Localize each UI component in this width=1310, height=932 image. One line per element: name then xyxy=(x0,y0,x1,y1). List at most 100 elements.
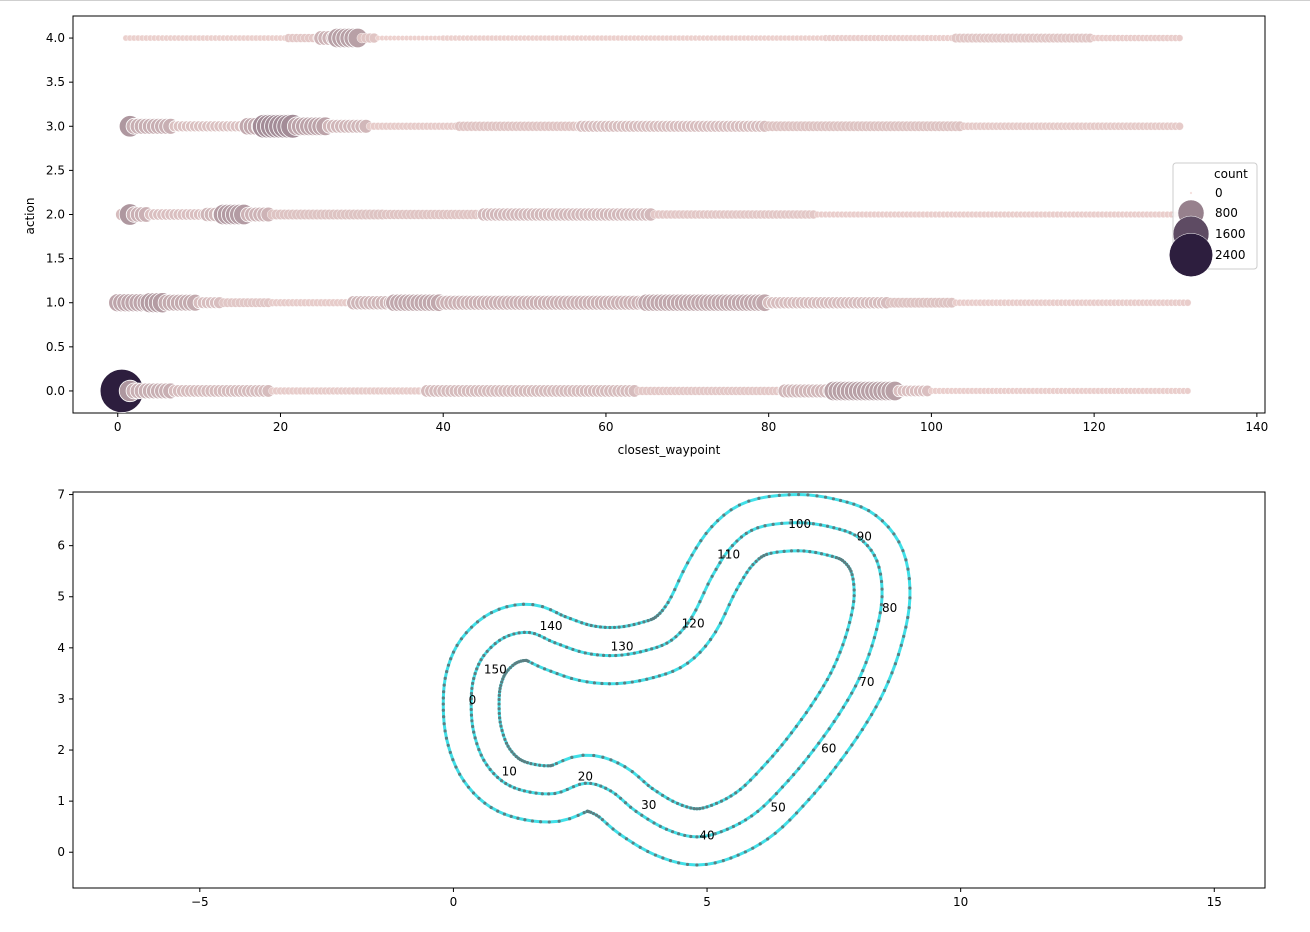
waypoint xyxy=(442,715,446,719)
waypoint xyxy=(441,708,445,712)
waypoint xyxy=(704,862,708,867)
waypoint xyxy=(748,778,753,782)
legend-title: count xyxy=(1214,167,1248,181)
waypoint xyxy=(657,674,661,678)
waypoint xyxy=(834,765,838,769)
waypoint xyxy=(906,615,910,620)
waypoint xyxy=(802,549,806,553)
waypoint xyxy=(848,531,852,535)
waypoint xyxy=(819,523,823,527)
waypoint xyxy=(469,697,473,701)
waypoint xyxy=(780,785,785,789)
waypoint-label: 100 xyxy=(788,517,811,531)
waypoint xyxy=(512,632,516,636)
waypoint xyxy=(825,677,829,682)
waypoint xyxy=(765,760,770,764)
waypoint xyxy=(850,691,854,695)
waypoint xyxy=(498,686,502,691)
waypoint xyxy=(670,830,675,834)
waypoint xyxy=(498,690,502,694)
waypoint xyxy=(750,814,754,818)
waypoint xyxy=(754,559,758,563)
waypoint xyxy=(498,720,502,724)
waypoint xyxy=(702,591,706,595)
waypoint xyxy=(563,615,567,619)
waypoint xyxy=(763,524,767,528)
waypoint xyxy=(853,533,857,537)
waypoint xyxy=(523,760,527,764)
waypoint xyxy=(713,630,718,634)
waypoint xyxy=(589,781,593,786)
x-tick-label: 40 xyxy=(436,420,451,434)
waypoint xyxy=(598,625,603,629)
waypoint xyxy=(686,621,690,625)
waypoint xyxy=(781,825,785,829)
waypoint xyxy=(738,787,742,792)
waypoint xyxy=(469,707,473,712)
waypoint xyxy=(825,553,829,557)
waypoint xyxy=(771,522,775,526)
waypoint xyxy=(773,831,777,835)
waypoint xyxy=(547,638,552,643)
waypoint xyxy=(737,821,742,826)
x-tick-label: 140 xyxy=(1245,420,1268,434)
waypoint xyxy=(658,611,662,615)
x-axis-label: closest_waypoint xyxy=(618,443,721,457)
waypoint xyxy=(553,791,557,796)
waypoint-label: 150 xyxy=(484,662,507,676)
waypoint xyxy=(870,644,874,648)
waypoint xyxy=(616,761,620,765)
waypoint xyxy=(897,540,901,544)
waypoint xyxy=(795,811,799,815)
waypoint xyxy=(756,526,760,530)
y-tick-label: 1.0 xyxy=(46,296,65,310)
waypoint xyxy=(850,573,854,577)
waypoint xyxy=(738,581,742,586)
waypoint xyxy=(666,600,670,605)
waypoint xyxy=(517,631,521,635)
waypoint xyxy=(849,569,853,573)
waypoint xyxy=(626,652,630,656)
waypoint xyxy=(823,778,827,783)
waypoint xyxy=(559,613,563,617)
waypoint xyxy=(823,495,828,499)
waypoint xyxy=(601,653,606,658)
waypoint xyxy=(443,729,447,733)
waypoint xyxy=(589,652,593,656)
waypoint xyxy=(789,549,794,553)
waypoint xyxy=(601,755,605,759)
waypoint xyxy=(683,833,687,838)
waypoint xyxy=(714,801,719,805)
waypoint xyxy=(796,549,800,553)
waypoint xyxy=(786,779,790,783)
waypoint xyxy=(796,521,800,525)
y-tick-label: 4 xyxy=(57,641,65,655)
legend-label: 0 xyxy=(1215,186,1223,200)
x-tick-label: 60 xyxy=(598,420,613,434)
waypoint xyxy=(525,761,530,765)
waypoint xyxy=(848,620,852,625)
waypoint xyxy=(530,661,534,665)
waypoint xyxy=(462,779,466,783)
waypoint xyxy=(751,846,755,850)
waypoint xyxy=(522,789,527,793)
waypoint xyxy=(492,772,496,776)
waypoint xyxy=(655,645,659,649)
waypoint xyxy=(554,761,559,766)
waypoint xyxy=(534,791,538,795)
y-tick-label: 6 xyxy=(57,539,65,553)
plot-area: 0 20 40 60 80 100 120 140 0.0 0.5 1.0 1.5 2.0 2.5 3.0… xyxy=(46,15,1268,434)
waypoint xyxy=(597,815,601,819)
top-divider xyxy=(0,0,1310,1)
waypoint xyxy=(557,819,561,823)
waypoint xyxy=(709,803,714,807)
waypoint xyxy=(834,555,838,560)
waypoint xyxy=(489,805,493,810)
waypoint xyxy=(838,650,842,654)
waypoint xyxy=(475,742,479,746)
waypoint xyxy=(739,535,744,539)
waypoint xyxy=(497,707,501,711)
waypoint xyxy=(751,563,755,567)
waypoint xyxy=(470,686,474,691)
waypoint xyxy=(692,807,696,811)
